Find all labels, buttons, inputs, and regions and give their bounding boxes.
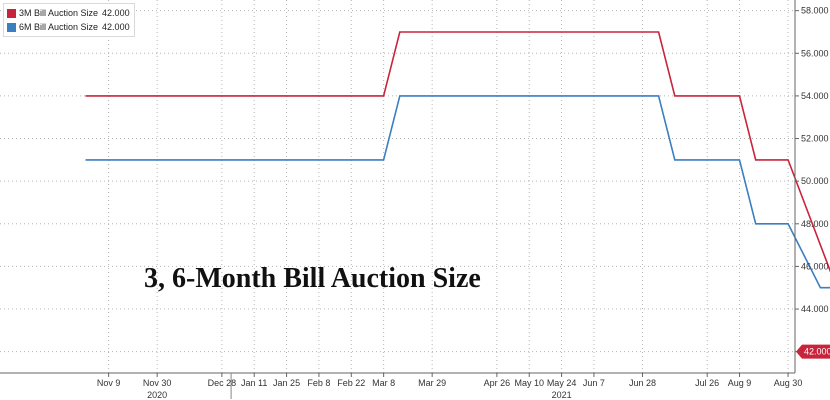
- x-tick-label: Nov 9: [97, 378, 121, 388]
- legend-swatch-6m: [7, 22, 16, 32]
- year-label-2021: 2021: [552, 390, 572, 400]
- y-tick-label: 46.000: [801, 261, 829, 271]
- legend-value-6m: 42.000: [102, 22, 130, 32]
- legend-item-6m: 6M Bill Auction Size 42.000: [7, 20, 130, 34]
- legend-swatch-3m: [7, 8, 16, 18]
- x-tick-label: May 10: [514, 378, 544, 388]
- y-tick-label: 58.000: [801, 6, 829, 16]
- x-tick-label: Jan 11: [241, 378, 267, 388]
- series-lines: [85, 31, 830, 289]
- x-tick-label: Feb 8: [307, 378, 330, 388]
- last-value-label: 42.000: [804, 347, 830, 357]
- legend-value-3m: 42.000: [102, 8, 130, 18]
- legend-item-3m: 3M Bill Auction Size 42.000: [7, 6, 130, 20]
- x-tick-label: Jan 25: [273, 378, 300, 388]
- x-tick-label: Nov 30: [143, 378, 172, 388]
- x-tick-label: Jun 28: [629, 378, 656, 388]
- y-tick-label: 54.000: [801, 91, 829, 101]
- series-line-3m: [85, 31, 830, 273]
- y-tick-label: 48.000: [801, 219, 829, 229]
- y-tick-label: 52.000: [801, 134, 829, 144]
- x-tick-label: Jun 7: [583, 378, 605, 388]
- legend: 3M Bill Auction Size 42.000 6M Bill Auct…: [3, 3, 135, 37]
- series-line-6m: [85, 95, 830, 289]
- y-tick-label: 50.000: [801, 176, 829, 186]
- last-value-badge: [796, 344, 830, 359]
- x-tick-label: Aug 30: [774, 378, 803, 388]
- x-tick-label: Jul 26: [695, 378, 719, 388]
- grid: [0, 0, 795, 373]
- x-tick-label: Aug 9: [728, 378, 752, 388]
- legend-label-3m: 3M Bill Auction Size: [19, 8, 99, 18]
- y-tick-label: 44.000: [801, 304, 829, 314]
- x-tick-label: Mar 29: [418, 378, 446, 388]
- y-tick-label: 56.000: [801, 48, 829, 58]
- x-tick-label: Feb 22: [337, 378, 365, 388]
- x-tick-label: Apr 26: [484, 378, 511, 388]
- x-tick-label: May 24: [547, 378, 577, 388]
- chart-title: 3, 6-Month Bill Auction Size: [144, 263, 481, 294]
- x-tick-label: Dec 28: [208, 378, 237, 388]
- year-label-2020: 2020: [147, 390, 167, 400]
- x-tick-label: Mar 8: [372, 378, 395, 388]
- legend-label-6m: 6M Bill Auction Size: [19, 22, 99, 32]
